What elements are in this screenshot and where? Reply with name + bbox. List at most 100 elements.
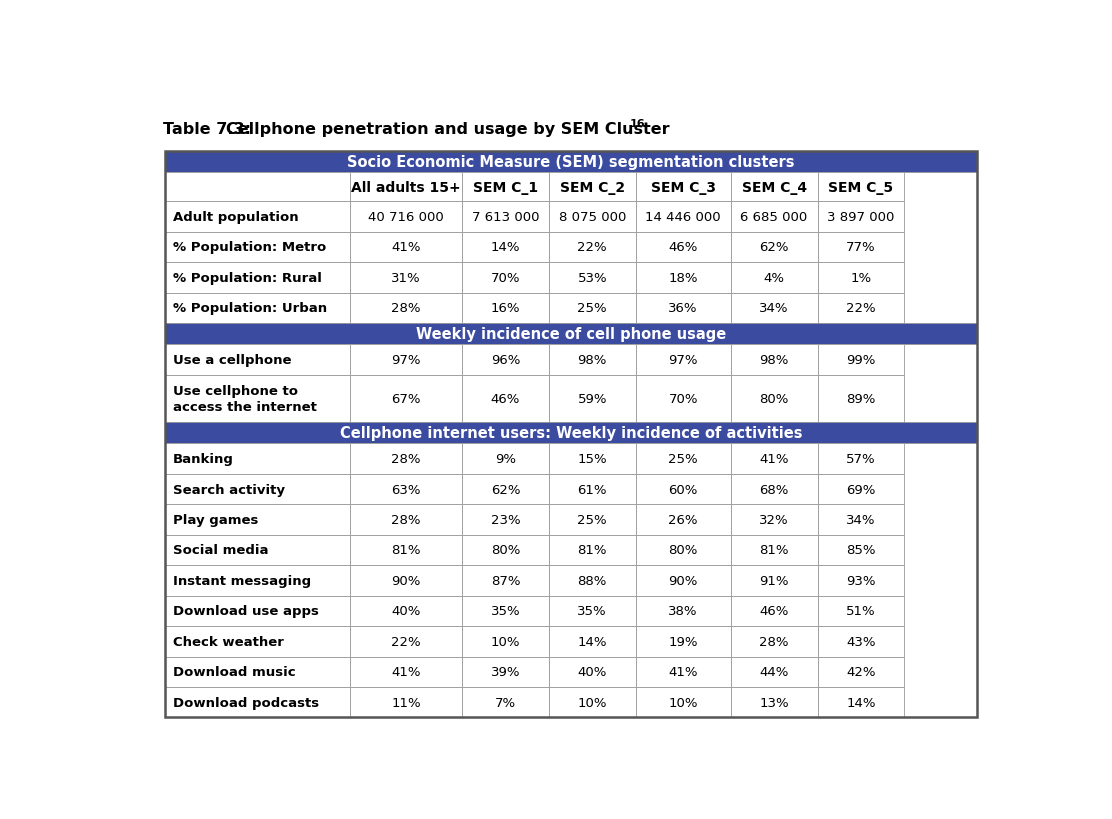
Text: 13%: 13% [759, 696, 788, 708]
Bar [549, 345, 636, 375]
Bar [461, 444, 549, 474]
Text: SEM C_5: SEM C_5 [828, 181, 894, 195]
Bar [165, 474, 350, 505]
Text: 41%: 41% [668, 666, 698, 678]
Text: 41%: 41% [391, 666, 420, 678]
Text: 87%: 87% [490, 574, 520, 587]
Bar [636, 505, 731, 535]
Bar [731, 565, 817, 596]
Text: Weekly incidence of cell phone usage: Weekly incidence of cell phone usage [416, 327, 726, 342]
Text: 14%: 14% [490, 241, 520, 254]
Text: 81%: 81% [577, 544, 607, 557]
Bar [817, 345, 904, 375]
Text: 16%: 16% [490, 302, 520, 315]
Bar [165, 324, 976, 345]
Text: 98%: 98% [577, 354, 607, 367]
Text: 22%: 22% [577, 241, 607, 254]
Bar [350, 263, 461, 293]
Text: 35%: 35% [490, 604, 520, 618]
Bar [350, 657, 461, 687]
Bar [549, 202, 636, 233]
Text: 61%: 61% [577, 483, 607, 496]
Bar [165, 233, 350, 263]
Text: 42%: 42% [846, 666, 876, 678]
Text: SEM C_1: SEM C_1 [473, 181, 538, 195]
Bar [165, 152, 976, 717]
Bar [731, 263, 817, 293]
Bar [461, 596, 549, 627]
Text: 85%: 85% [846, 544, 876, 557]
Bar [636, 233, 731, 263]
Bar [165, 345, 350, 375]
Text: 10%: 10% [490, 635, 520, 648]
Bar [461, 565, 549, 596]
Bar [165, 596, 350, 627]
Text: 25%: 25% [577, 514, 607, 527]
Text: 28%: 28% [391, 514, 420, 527]
Bar [461, 505, 549, 535]
Bar [165, 293, 350, 324]
Text: 34%: 34% [759, 302, 788, 315]
Text: 68%: 68% [759, 483, 788, 496]
Text: 99%: 99% [846, 354, 875, 367]
Bar [636, 293, 731, 324]
Bar [350, 293, 461, 324]
Text: Adult population: Adult population [172, 210, 298, 224]
Text: 25%: 25% [577, 302, 607, 315]
Text: 28%: 28% [391, 453, 420, 465]
Bar [165, 202, 350, 233]
Bar [731, 293, 817, 324]
Text: 18%: 18% [668, 272, 698, 284]
Bar [461, 687, 549, 717]
Bar [461, 345, 549, 375]
Text: 43%: 43% [846, 635, 876, 648]
Bar [165, 263, 350, 293]
Text: SEM C_4: SEM C_4 [742, 181, 806, 195]
Text: 10%: 10% [668, 696, 698, 708]
Bar [636, 535, 731, 565]
Bar [350, 202, 461, 233]
Bar [731, 535, 817, 565]
Bar [165, 152, 976, 173]
Text: 25%: 25% [668, 453, 698, 465]
Bar [731, 345, 817, 375]
Text: 90%: 90% [391, 574, 420, 587]
Bar [350, 375, 461, 423]
Bar [165, 505, 350, 535]
Text: 35%: 35% [577, 604, 607, 618]
Bar [165, 535, 350, 565]
Bar [549, 375, 636, 423]
Text: 41%: 41% [391, 241, 420, 254]
Bar [636, 565, 731, 596]
Text: 80%: 80% [759, 392, 788, 405]
Bar [350, 444, 461, 474]
Bar [731, 627, 817, 657]
Text: 7 613 000: 7 613 000 [471, 210, 539, 224]
Bar [549, 687, 636, 717]
Text: 9%: 9% [495, 453, 516, 465]
Text: 7%: 7% [495, 696, 516, 708]
Text: 46%: 46% [668, 241, 698, 254]
Text: Use cellphone to
access the internet: Use cellphone to access the internet [172, 384, 317, 414]
Bar [636, 345, 731, 375]
Bar [350, 535, 461, 565]
Text: Social media: Social media [172, 544, 268, 557]
Bar [549, 535, 636, 565]
Bar [461, 173, 549, 202]
Bar [549, 444, 636, 474]
Text: SEM C_2: SEM C_2 [559, 181, 625, 195]
Text: Download podcasts: Download podcasts [172, 696, 319, 708]
Bar [636, 687, 731, 717]
Bar [636, 444, 731, 474]
Bar [731, 233, 817, 263]
Bar [461, 627, 549, 657]
Text: Use a cellphone: Use a cellphone [172, 354, 291, 367]
Text: 14%: 14% [846, 696, 876, 708]
Text: 91%: 91% [759, 574, 788, 587]
Bar [549, 657, 636, 687]
Bar [636, 375, 731, 423]
Text: 44%: 44% [759, 666, 788, 678]
Text: 59%: 59% [577, 392, 607, 405]
Bar [817, 202, 904, 233]
Bar [165, 375, 350, 423]
